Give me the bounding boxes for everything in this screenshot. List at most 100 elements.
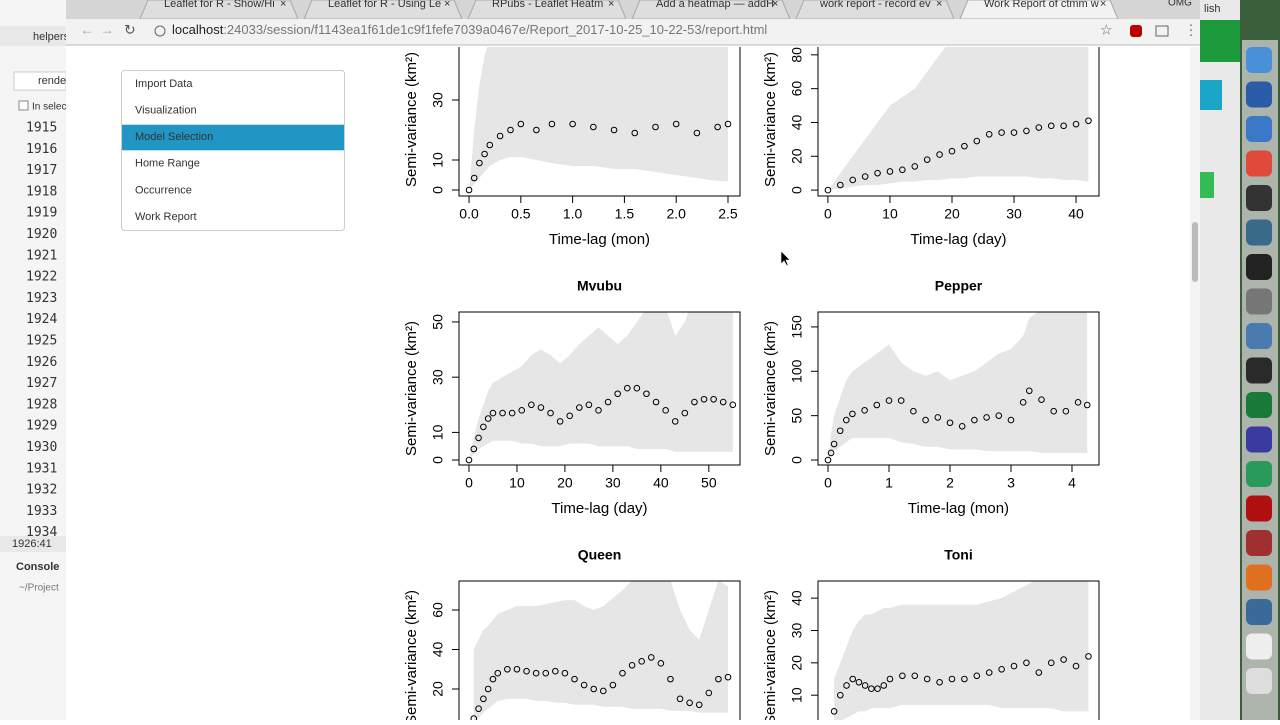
dock-icon[interactable] [1246,392,1272,418]
dock-icon[interactable] [1246,530,1272,556]
point [885,397,893,404]
plot: Time-lag (day) Semi-variance (km²) 0 10 20 30… [762,47,1100,248]
dock-icon[interactable] [1246,323,1272,349]
x-tick-label: 2.0 [666,206,686,222]
point [715,675,722,683]
plot: Queen Semi-variance (km²) 20 40 60 [403,547,741,720]
tabs: Leaflet for R - Show/Hi × Leaflet for R - … [139,0,1119,20]
y-tick-label: 40 [430,642,446,658]
point [899,672,906,680]
ext-icon[interactable] [1130,25,1142,37]
dock-icon[interactable] [1246,185,1272,211]
line-number: 1921 [26,248,57,263]
file-tab[interactable]: helpers [33,31,70,43]
point [475,434,482,442]
point [724,120,732,128]
point [700,395,708,403]
tab-title: RPubs - Leaflet Heatm [492,0,603,10]
nav-item[interactable]: Home Range [135,158,200,170]
nav-item[interactable]: Work Report [135,211,197,223]
nav-item[interactable]: Visualization [135,105,197,117]
nav-item[interactable]: Model Selection [135,131,213,143]
dock-icon[interactable] [1246,254,1272,280]
dock-icon[interactable] [1246,288,1272,315]
point [676,695,684,703]
tab-close[interactable]: × [936,0,942,10]
point [532,669,540,677]
nav-item[interactable]: Occurrence [135,184,192,196]
point [849,176,857,184]
cursor [780,250,791,267]
x-tick-label: 0 [465,475,473,491]
line-number: 1929 [26,419,57,434]
tab-title: Add a heatmap — addH [656,0,774,10]
plots: Time-lag (mon) Semi-variance (km²) 0.0 0.5 1… [403,47,1100,720]
point [1047,122,1055,130]
point [480,695,487,703]
dock-icon[interactable] [1246,668,1272,694]
tab-close[interactable]: × [444,0,450,10]
point [643,390,650,398]
dock-icon[interactable] [1246,219,1272,246]
point [971,416,978,424]
dock-icon[interactable] [1246,426,1272,453]
tab-close[interactable]: × [280,0,286,10]
point [874,685,881,693]
mail-icon[interactable] [1155,25,1169,37]
info-icon[interactable] [154,25,166,37]
forward-button[interactable]: → [100,22,114,38]
menu-icon[interactable]: ⋮ [1184,22,1198,38]
nav-item[interactable]: Import Data [135,78,193,90]
tab-close[interactable]: × [772,0,778,10]
y-tick-label: 50 [789,408,805,424]
scroll-thumb[interactable] [1192,222,1198,282]
y-tick-label: 10 [789,687,805,703]
point [523,667,530,675]
line-number: 1930 [26,440,57,455]
rstudio-tabbar [0,26,66,46]
reload-button[interactable]: ↻ [124,22,136,38]
point [1023,127,1030,135]
star-icon[interactable]: ☆ [1100,22,1113,38]
checkbox-label: In selec [32,102,66,113]
console-tab[interactable]: Console [16,561,59,573]
back-button[interactable]: ← [80,22,94,38]
dock-icon[interactable] [1246,47,1272,73]
dock-icon[interactable] [1246,81,1272,108]
dock-icon[interactable] [1246,564,1272,591]
point [561,669,569,677]
point [486,141,494,149]
tab-close[interactable]: × [1100,0,1106,10]
dock-icon[interactable] [1246,357,1272,384]
y-tick-label: 0 [789,456,805,464]
y-tick-label: 80 [789,47,805,63]
y-tick-label: 20 [789,655,805,671]
point [1062,407,1070,415]
checkbox[interactable] [18,100,29,111]
url[interactable]: localhost:24033/session/f1143ea1f61de1c9… [172,22,767,37]
dock-icon[interactable] [1246,495,1272,522]
point [548,120,556,128]
x-tick-label: 1.5 [615,206,635,222]
dock-icon[interactable] [1246,461,1272,487]
nav: Import Data Visualization Model Selection H… [122,78,344,223]
point [897,397,905,404]
point [528,401,535,409]
dock-icon[interactable] [1246,150,1272,177]
dock-icon[interactable] [1246,599,1272,625]
x-tick-label: 2 [946,475,954,491]
point [886,168,894,175]
dock-icon[interactable] [1246,633,1272,660]
point [830,708,838,715]
point [1038,396,1045,403]
dock-icon[interactable] [1246,116,1272,142]
point [948,675,956,683]
point [719,398,727,406]
point [1083,401,1091,409]
x-tick-label: 1 [885,475,893,491]
x-tick-label: 30 [605,475,621,491]
point [628,661,636,669]
tab-close[interactable]: × [608,0,614,10]
point [958,423,966,430]
point [652,123,659,131]
